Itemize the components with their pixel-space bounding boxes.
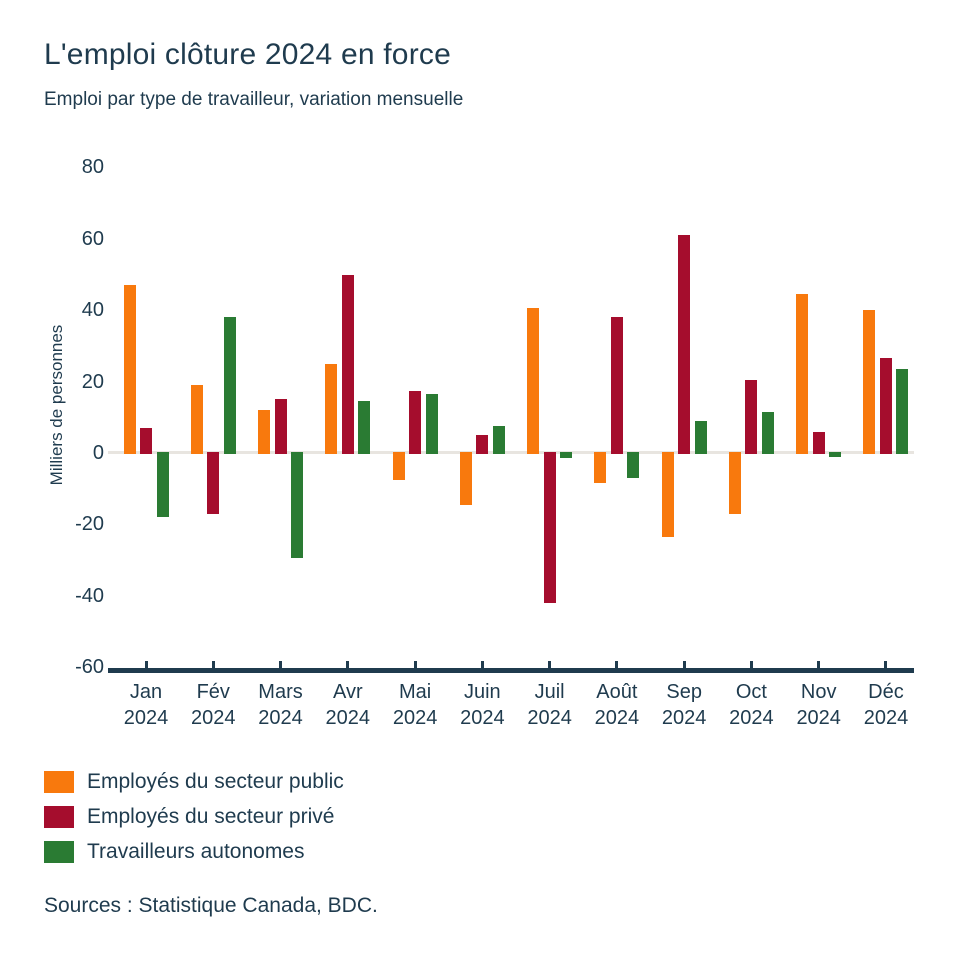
x-tick-mars bbox=[279, 661, 283, 668]
x-axis-line bbox=[108, 668, 914, 673]
bar-août-s2 bbox=[627, 452, 640, 478]
x-tick-nov bbox=[817, 661, 821, 668]
bar-déc-s0 bbox=[863, 310, 876, 454]
y-tick-20: 20 bbox=[81, 370, 104, 393]
bar-oct-s0 bbox=[728, 452, 741, 514]
bar-août-s1 bbox=[610, 317, 623, 454]
bar-fév-s0 bbox=[190, 385, 203, 454]
legend-item-2: Travailleurs autonomes bbox=[44, 840, 305, 864]
x-label-oct: Oct 2024 bbox=[729, 681, 774, 729]
bar-juin-s2 bbox=[492, 426, 505, 454]
bar-jan-s2 bbox=[156, 452, 169, 518]
x-tick-fév bbox=[211, 661, 215, 668]
bar-avr-s2 bbox=[358, 401, 371, 454]
x-label-fév: Fév 2024 bbox=[191, 681, 236, 729]
bar-mars-s2 bbox=[291, 452, 304, 559]
legend-item-0: Employés du secteur public bbox=[44, 770, 344, 794]
bar-mai-s2 bbox=[425, 394, 438, 454]
legend-label-0: Employés du secteur public bbox=[87, 770, 344, 793]
x-tick-août bbox=[615, 661, 619, 668]
legend-swatch-0 bbox=[44, 771, 74, 793]
x-label-jan: Jan 2024 bbox=[123, 681, 169, 729]
x-label-juil: Juil 2024 bbox=[527, 681, 572, 729]
bar-sep-s1 bbox=[678, 235, 691, 454]
bar-fév-s2 bbox=[223, 317, 236, 454]
y-tick--20: -20 bbox=[75, 513, 104, 536]
bar-mai-s1 bbox=[409, 390, 422, 454]
x-tick-jan bbox=[144, 661, 148, 668]
x-label-août: Août 2024 bbox=[594, 681, 640, 729]
source-note: Sources : Statistique Canada, BDC. bbox=[44, 894, 378, 917]
x-tick-juil bbox=[548, 661, 552, 668]
x-label-nov: Nov 2024 bbox=[796, 681, 841, 729]
bar-déc-s1 bbox=[879, 358, 892, 454]
bar-déc-s2 bbox=[896, 369, 909, 454]
bar-juil-s2 bbox=[560, 452, 573, 459]
bar-juil-s1 bbox=[543, 452, 556, 603]
bar-juil-s0 bbox=[527, 308, 540, 454]
y-tick--40: -40 bbox=[75, 584, 104, 607]
legend-label-2: Travailleurs autonomes bbox=[87, 840, 305, 863]
legend-swatch-2 bbox=[44, 841, 74, 863]
x-label-avr: Avr 2024 bbox=[325, 681, 371, 729]
x-label-mars: Mars 2024 bbox=[258, 681, 303, 729]
chart-subtitle: Emploi par type de travailleur, variatio… bbox=[44, 89, 464, 110]
x-tick-déc bbox=[884, 661, 888, 668]
legend-label-1: Employés du secteur privé bbox=[87, 805, 335, 828]
x-label-déc: Déc 2024 bbox=[863, 681, 909, 729]
bar-fév-s1 bbox=[207, 452, 220, 514]
bar-sep-s2 bbox=[694, 420, 707, 454]
bar-avr-s1 bbox=[341, 274, 354, 454]
bar-août-s0 bbox=[594, 452, 607, 484]
y-tick-40: 40 bbox=[81, 299, 104, 322]
bar-jan-s0 bbox=[123, 285, 136, 454]
x-label-juin: Juin 2024 bbox=[460, 681, 505, 729]
bar-mars-s0 bbox=[258, 410, 271, 454]
bar-juin-s0 bbox=[459, 452, 472, 505]
zero-gridline bbox=[108, 451, 914, 454]
chart-title: L'emploi clôture 2024 en force bbox=[44, 38, 451, 71]
x-label-sep: Sep 2024 bbox=[661, 681, 707, 729]
y-tick--60: -60 bbox=[75, 656, 104, 679]
x-tick-juin bbox=[480, 661, 484, 668]
y-tick-80: 80 bbox=[81, 156, 104, 179]
legend-item-1: Employés du secteur privé bbox=[44, 805, 334, 829]
bar-nov-s2 bbox=[829, 452, 842, 457]
bar-juin-s1 bbox=[476, 435, 489, 454]
x-tick-oct bbox=[749, 661, 753, 668]
y-tick-0: 0 bbox=[92, 442, 104, 464]
bar-oct-s2 bbox=[761, 411, 774, 454]
x-tick-avr bbox=[346, 661, 350, 668]
bar-avr-s0 bbox=[325, 363, 338, 454]
bar-jan-s1 bbox=[140, 428, 152, 454]
x-tick-mai bbox=[413, 661, 417, 668]
bar-mai-s0 bbox=[392, 452, 405, 480]
bar-oct-s1 bbox=[745, 379, 758, 454]
x-label-mai: Mai 2024 bbox=[392, 681, 438, 729]
bar-sep-s0 bbox=[661, 452, 674, 537]
legend-swatch-1 bbox=[44, 806, 74, 828]
y-tick-60: 60 bbox=[81, 227, 104, 250]
bar-mars-s1 bbox=[274, 399, 287, 454]
bar-nov-s1 bbox=[812, 431, 825, 454]
x-tick-sep bbox=[682, 661, 686, 668]
bar-nov-s0 bbox=[796, 294, 809, 454]
